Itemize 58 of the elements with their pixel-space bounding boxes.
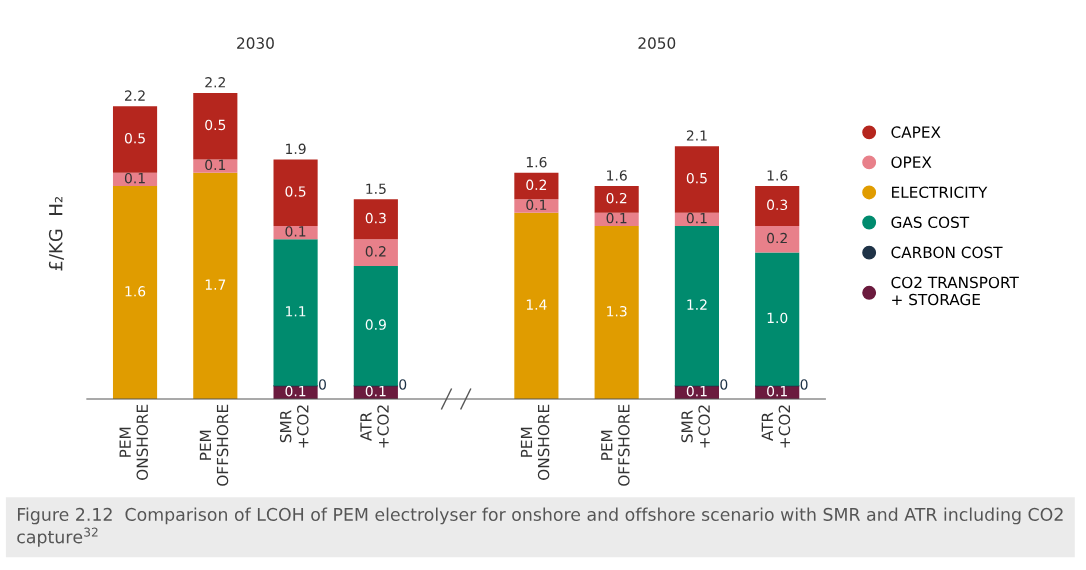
caption: Figure 2.12 Comparison of LCOH of PEM electrolyser for onshore and offshore scenario with SMR and ATR including CO2 capture$^{32}$ bbox=[17, 507, 1063, 547]
x-tick-label: SMR +CO2 bbox=[681, 405, 710, 448]
data-label: 1.1 bbox=[286, 306, 306, 317]
x-tick-label: PEM ONSHORE bbox=[520, 404, 550, 480]
data-label: 0.5 bbox=[285, 186, 306, 197]
data-label: 0.1 bbox=[767, 385, 787, 397]
data-label: 0 bbox=[800, 379, 808, 390]
data-label: 0.1 bbox=[686, 385, 707, 397]
data-label: 0.1 bbox=[124, 172, 145, 184]
data-label: 0.5 bbox=[686, 172, 707, 184]
data-label: 0.2 bbox=[767, 232, 787, 244]
total-label: 1.5 bbox=[366, 183, 386, 195]
data-label: 0 bbox=[318, 379, 326, 390]
total-label: 1.9 bbox=[286, 143, 306, 155]
total-label: 2.2 bbox=[125, 90, 145, 101]
data-label: 0.1 bbox=[285, 385, 306, 397]
data-label: 0.2 bbox=[365, 246, 386, 257]
total-label: 2.1 bbox=[686, 130, 707, 141]
legend-label: OPEX bbox=[891, 156, 932, 168]
data-label: 1.0 bbox=[767, 312, 788, 324]
x-tick-label: PEM OFFSHORE bbox=[199, 404, 229, 486]
data-label: 0.9 bbox=[365, 319, 386, 330]
data-label: 0.1 bbox=[686, 212, 707, 224]
total-label: 1.6 bbox=[607, 170, 627, 181]
total-label: 1.6 bbox=[767, 170, 788, 181]
data-label: 0.3 bbox=[767, 199, 788, 211]
data-label: 0.1 bbox=[205, 159, 226, 171]
x-tick-label: SMR +CO2 bbox=[279, 405, 309, 448]
data-label: 0.1 bbox=[285, 226, 306, 237]
data-label: 1.4 bbox=[526, 299, 547, 310]
legend-label: GAS COST bbox=[891, 216, 970, 229]
data-label: 0.1 bbox=[526, 199, 547, 211]
data-label: 0.5 bbox=[205, 119, 226, 131]
data-label: 1.6 bbox=[125, 286, 146, 297]
data-label: 1.7 bbox=[205, 279, 226, 290]
data-label: 0.2 bbox=[526, 179, 547, 191]
data-label: 0.2 bbox=[606, 192, 627, 204]
data-label: 0.5 bbox=[124, 133, 145, 144]
x-tick-label: PEM OFFSHORE bbox=[601, 404, 630, 486]
legend-label: CAPEX bbox=[891, 126, 941, 138]
legend-label: CARBON COST bbox=[891, 246, 1003, 259]
total-label: 2.2 bbox=[205, 77, 225, 88]
y-axis-title: £/KG H₂ bbox=[48, 196, 64, 271]
x-tick-label: ATR +CO2 bbox=[761, 405, 791, 448]
data-label: 0 bbox=[720, 379, 728, 390]
data-label: 0 bbox=[399, 379, 407, 390]
text: 2030 bbox=[237, 37, 274, 49]
legend-label: CO2 TRANSPORT + STORAGE bbox=[891, 276, 1019, 306]
x-tick-label: PEM ONSHORE bbox=[119, 404, 149, 480]
legend-label: ELECTRICITY bbox=[892, 186, 988, 199]
x-tick-label: ATR +CO2 bbox=[360, 405, 389, 448]
data-label: 0.1 bbox=[365, 385, 386, 397]
data-label: 0.1 bbox=[606, 212, 627, 224]
data-label: 1.2 bbox=[687, 299, 707, 310]
data-label: 0.3 bbox=[365, 212, 386, 224]
data-label: 1.3 bbox=[607, 306, 627, 317]
total-label: 1.6 bbox=[526, 156, 547, 168]
text: 2050 bbox=[638, 37, 676, 49]
